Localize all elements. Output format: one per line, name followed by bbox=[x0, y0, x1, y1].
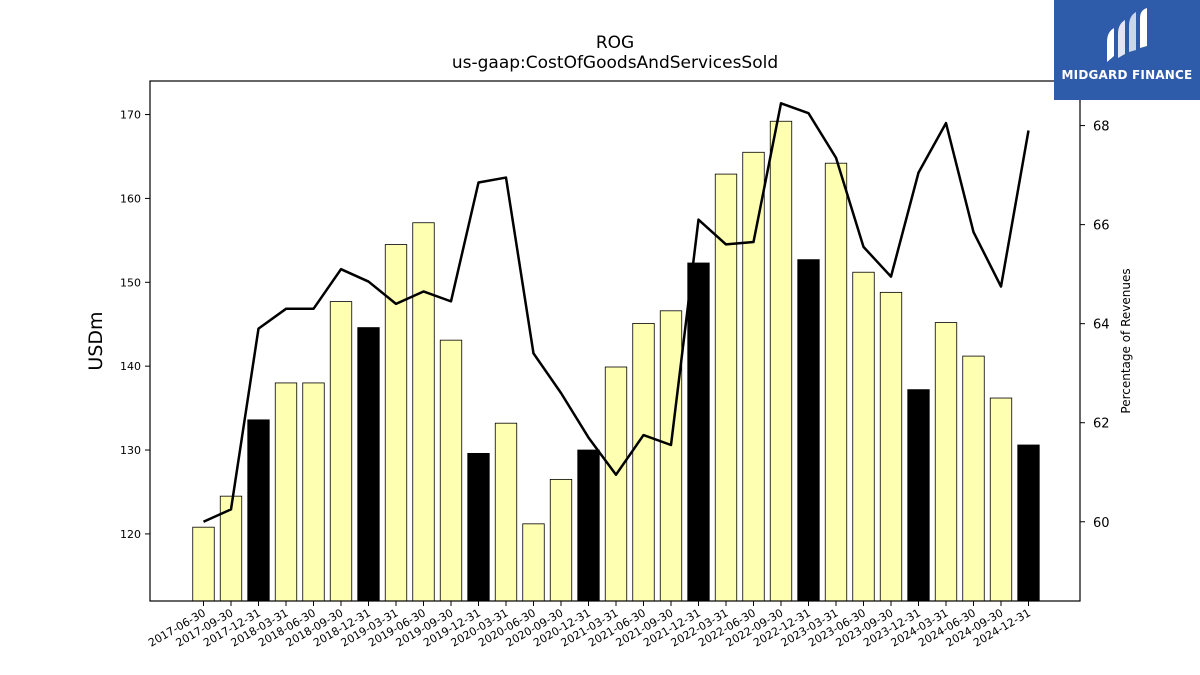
percentage-line bbox=[202, 102, 1030, 523]
bar bbox=[247, 419, 270, 602]
bar bbox=[357, 327, 380, 602]
y2-tick-label: 68 bbox=[1093, 120, 1110, 135]
bar bbox=[329, 301, 353, 602]
bar bbox=[302, 382, 325, 602]
bar bbox=[439, 339, 463, 602]
bar bbox=[852, 271, 875, 602]
logo-text: MIDGARD FINANCE bbox=[1061, 68, 1193, 82]
bar bbox=[687, 262, 710, 602]
bar bbox=[274, 382, 298, 602]
bar bbox=[577, 449, 600, 602]
bar bbox=[1017, 444, 1040, 602]
chart-title: ROG bbox=[595, 33, 635, 53]
y-axis-label: USDm bbox=[85, 311, 107, 370]
y2-tick-label: 60 bbox=[1093, 516, 1110, 531]
plot-frame bbox=[149, 80, 1081, 602]
y-tick-label: 150 bbox=[120, 276, 141, 289]
y2-tick-label: 66 bbox=[1093, 219, 1110, 234]
bar bbox=[494, 422, 518, 602]
bar bbox=[412, 222, 435, 602]
chart-subtitle: us-gaap:CostOfGoodsAndServicesSold bbox=[451, 53, 779, 73]
y2-axis-label: Percentage of Revenues bbox=[1119, 268, 1133, 413]
y-tick-label: 170 bbox=[120, 109, 141, 122]
midgard-finance-logo: MIDGARD FINANCE bbox=[1054, 0, 1200, 100]
y-tick-label: 160 bbox=[120, 192, 141, 205]
bar bbox=[659, 310, 683, 602]
y-tick-label: 130 bbox=[120, 444, 141, 457]
logo-mark-icon bbox=[1107, 8, 1147, 62]
bar bbox=[879, 291, 903, 602]
y-tick-label: 120 bbox=[120, 528, 141, 541]
bar bbox=[742, 151, 765, 602]
bar bbox=[934, 322, 958, 602]
bar bbox=[962, 355, 985, 602]
bar bbox=[604, 366, 628, 602]
bar bbox=[824, 162, 848, 602]
bar bbox=[989, 397, 1013, 602]
bar bbox=[769, 120, 793, 602]
y-tick-label: 140 bbox=[120, 360, 141, 373]
y2-tick-label: 62 bbox=[1093, 417, 1110, 432]
bar bbox=[522, 523, 545, 602]
y2-tick-label: 64 bbox=[1093, 318, 1110, 333]
bar bbox=[549, 478, 573, 602]
bar bbox=[797, 259, 820, 602]
bar bbox=[467, 452, 490, 602]
bar bbox=[907, 389, 930, 602]
bar bbox=[632, 322, 655, 602]
bar bbox=[192, 526, 215, 602]
